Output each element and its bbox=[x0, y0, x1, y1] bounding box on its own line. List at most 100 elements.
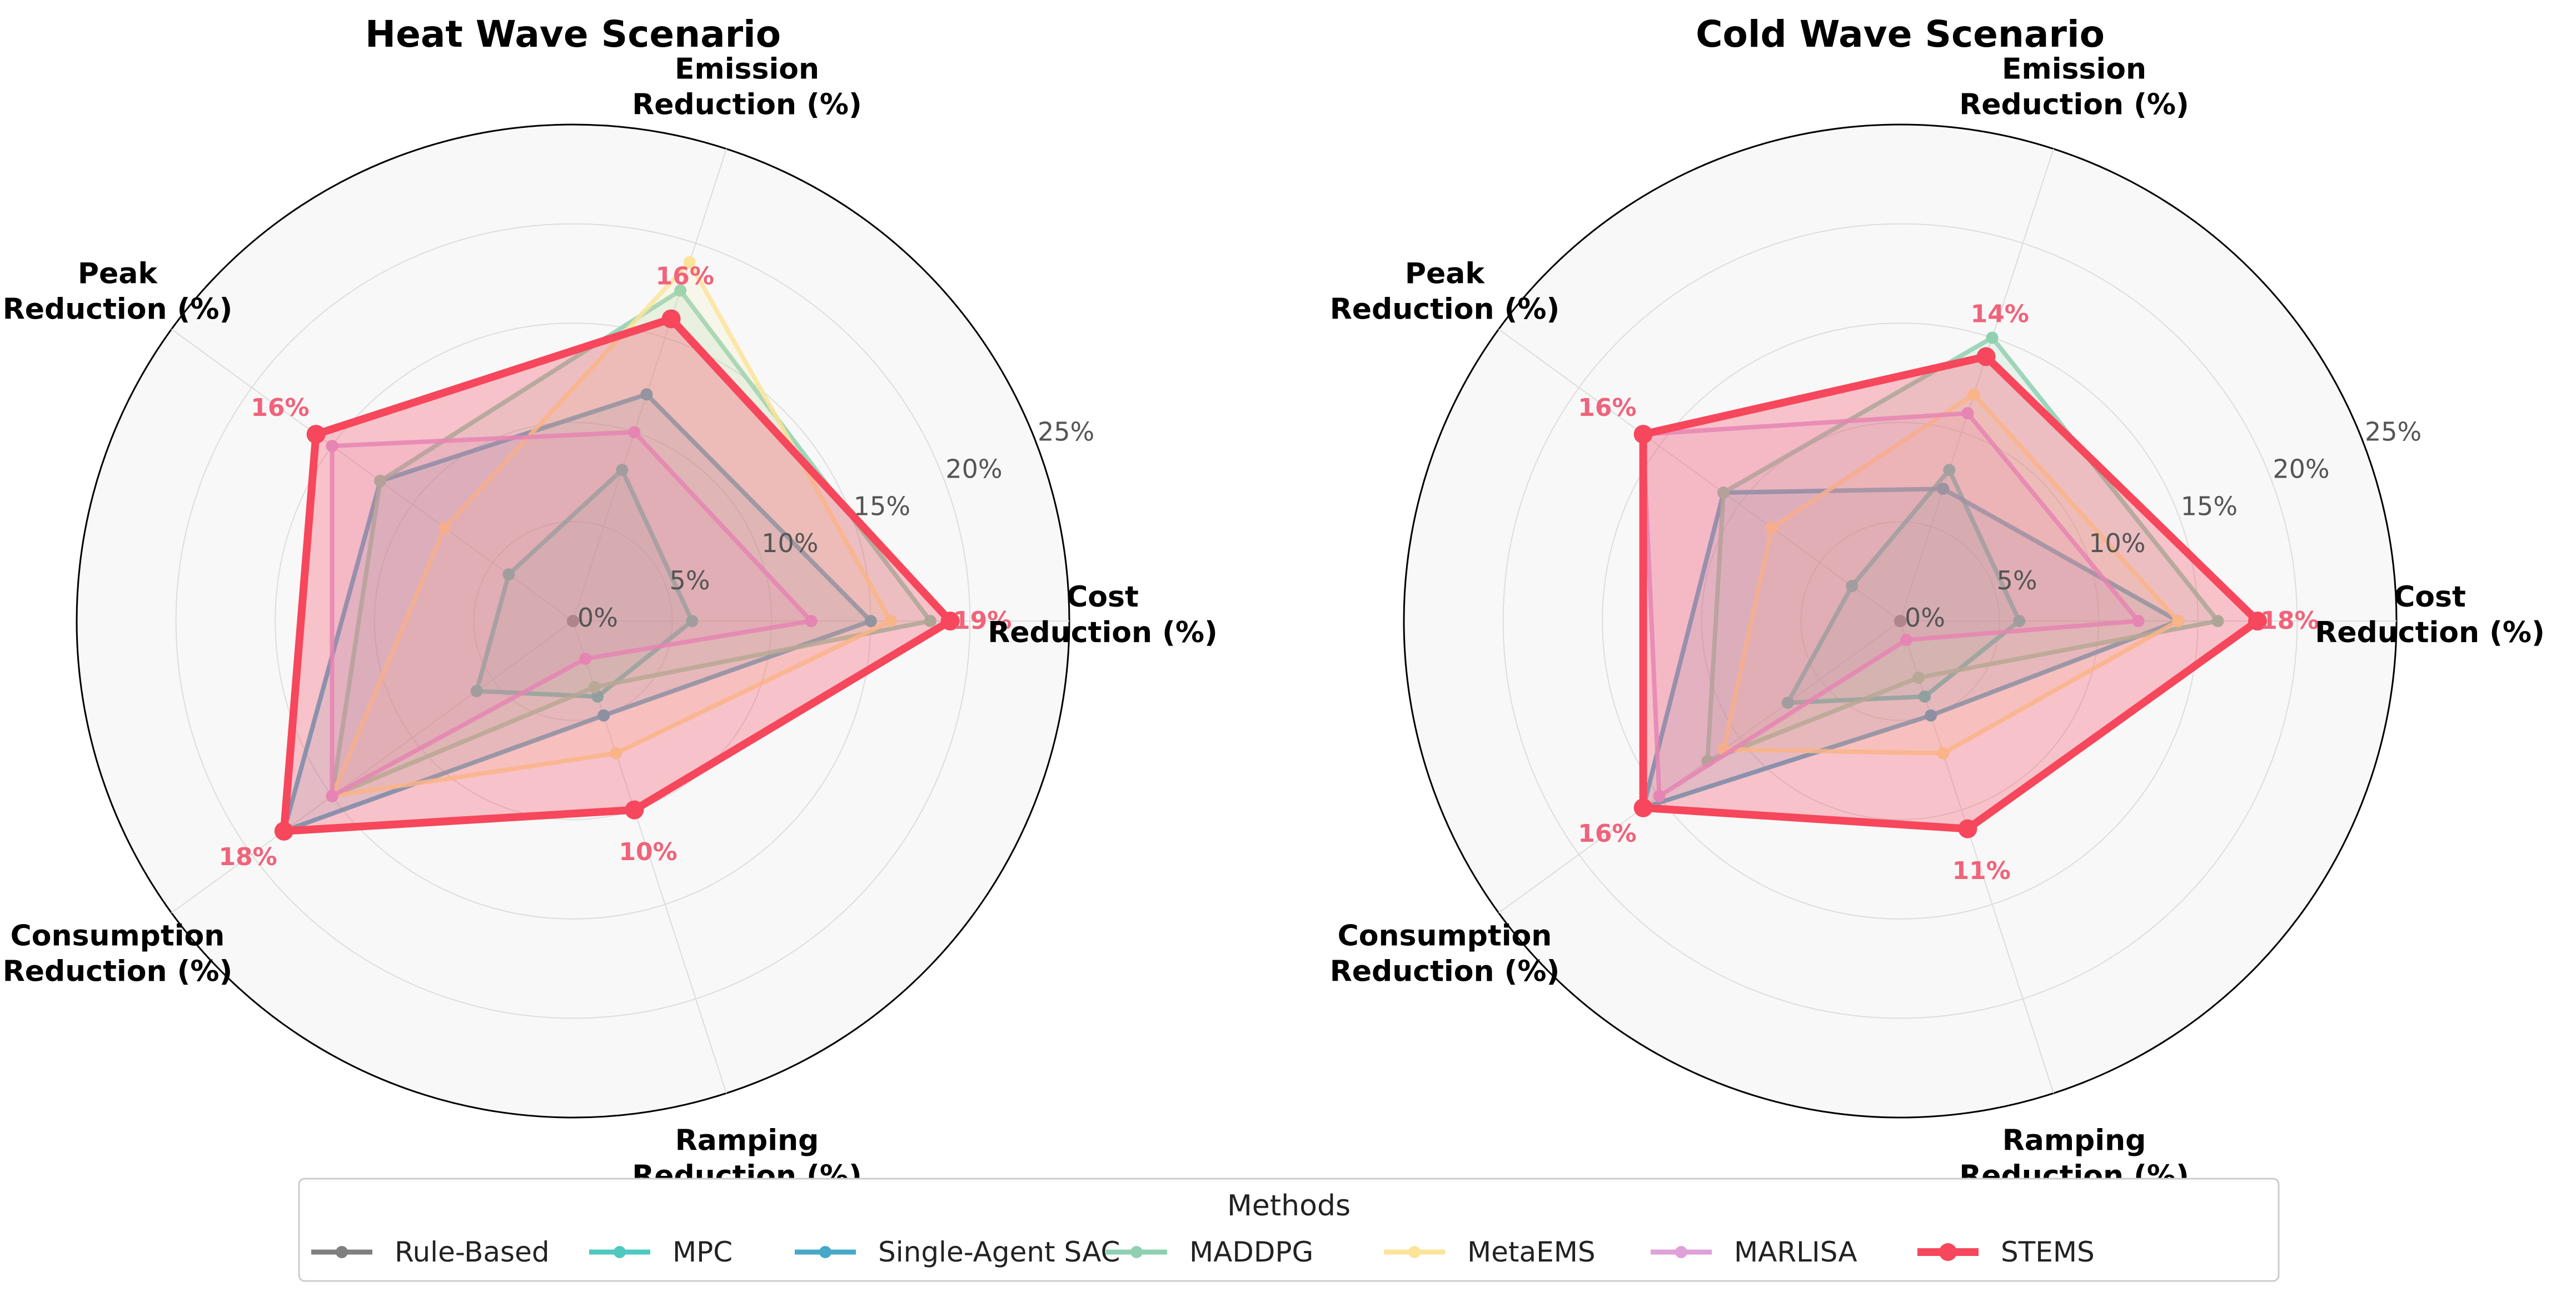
series-line bbox=[1785, 468, 2022, 705]
value-label: 18% bbox=[218, 843, 277, 871]
r-tick-label: 25% bbox=[2365, 416, 2421, 446]
series-line bbox=[330, 430, 814, 798]
series-rule-based bbox=[567, 615, 579, 627]
data-point bbox=[1633, 798, 1653, 817]
axis-label: Emission Reduction (%) bbox=[1959, 53, 2189, 122]
data-point bbox=[2172, 615, 2185, 627]
r-tick-label: 20% bbox=[2273, 454, 2329, 484]
series-mpc bbox=[1781, 464, 2026, 709]
data-point bbox=[1967, 388, 1980, 401]
data-point bbox=[1919, 690, 1931, 703]
cold-wave-panel: Cold Wave Scenario 0% 5% 10% 15% 20% 25% 18% 14… bbox=[1330, 13, 2545, 1193]
axis-spoke bbox=[1498, 620, 1901, 913]
axis-spoke bbox=[1498, 329, 1901, 622]
data-point bbox=[1986, 331, 1999, 344]
data-point bbox=[2211, 615, 2224, 627]
legend-item-maddpg: MADDPG bbox=[1106, 1236, 1313, 1268]
data-point bbox=[1633, 425, 1653, 444]
heat-wave-panel: Heat Wave Scenario 0% 5% 10% 15% 20% 25% 19% 16… bbox=[3, 13, 1218, 1193]
series-line bbox=[1639, 352, 2261, 833]
axis-label: Peak Reduction (%) bbox=[1330, 257, 1560, 326]
legend-item-marlisa: MARLISA bbox=[1651, 1236, 1857, 1268]
data-point bbox=[597, 709, 610, 722]
legend-label: MARLISA bbox=[1734, 1236, 1857, 1268]
axis-label: Peak Reduction (%) bbox=[3, 257, 233, 326]
axis-label: Consumption Reduction (%) bbox=[1330, 919, 1560, 988]
data-point bbox=[1937, 483, 1950, 495]
series-rule-based bbox=[1894, 615, 1906, 627]
data-point bbox=[326, 789, 338, 802]
series-fill bbox=[476, 470, 692, 697]
data-point bbox=[805, 615, 818, 627]
series-stems bbox=[274, 309, 960, 841]
data-point bbox=[1781, 696, 1794, 709]
legend-swatch-marker bbox=[1675, 1246, 1687, 1258]
data-point bbox=[1717, 486, 1730, 499]
legend-item-stems: STEMS bbox=[1917, 1236, 2095, 1268]
data-point bbox=[864, 615, 877, 627]
value-label: 16% bbox=[656, 262, 714, 290]
series-fill bbox=[283, 319, 950, 831]
series-maddpg bbox=[1701, 331, 2224, 767]
legend-swatch-marker bbox=[1130, 1246, 1143, 1258]
r-tick-label: 5% bbox=[670, 565, 710, 595]
data-point bbox=[306, 425, 326, 444]
data-point bbox=[924, 615, 936, 627]
data-point bbox=[1925, 709, 1937, 722]
data-point bbox=[2132, 615, 2145, 627]
r-tick-label: 0% bbox=[1905, 603, 1945, 633]
value-label: 16% bbox=[251, 394, 309, 422]
data-point bbox=[610, 747, 622, 759]
series-line bbox=[1721, 392, 2181, 756]
series-fill bbox=[332, 262, 891, 796]
data-point bbox=[1900, 633, 1913, 646]
data-point bbox=[1943, 464, 1956, 476]
data-point bbox=[1976, 347, 1996, 366]
heat-wave-title: Heat Wave Scenario bbox=[365, 13, 781, 56]
data-point bbox=[2013, 615, 2026, 627]
series-fill bbox=[1643, 413, 2139, 796]
r-tick-label: 15% bbox=[854, 491, 910, 521]
legend-label: MPC bbox=[672, 1236, 733, 1268]
series-stems bbox=[1633, 347, 2267, 838]
series-fill bbox=[332, 432, 811, 796]
data-point bbox=[1653, 789, 1666, 802]
legend-swatch-marker bbox=[1939, 1243, 1957, 1261]
value-label: 14% bbox=[1971, 300, 2029, 328]
series-fill bbox=[1787, 470, 2020, 703]
data-point bbox=[674, 284, 687, 297]
r-tick-label: 10% bbox=[761, 528, 818, 558]
series-line bbox=[330, 288, 933, 798]
series-fill bbox=[1643, 489, 2179, 808]
series-fill bbox=[1723, 394, 2179, 753]
series-marlisa bbox=[326, 426, 818, 802]
r-tick-label: 25% bbox=[1038, 416, 1094, 446]
legend-item-mpc: MPC bbox=[589, 1236, 733, 1268]
data-point bbox=[1961, 407, 1974, 420]
legend-swatch-marker bbox=[1408, 1246, 1421, 1258]
legend-label: Single-Agent SAC bbox=[878, 1236, 1120, 1268]
r-tick-label: 5% bbox=[1997, 565, 2037, 595]
value-label: 11% bbox=[1952, 857, 2010, 885]
legend-title: Methods bbox=[1227, 1189, 1351, 1223]
series-line bbox=[1641, 411, 2141, 798]
axis-label: Cost Reduction (%) bbox=[2315, 580, 2545, 649]
series-line bbox=[280, 315, 954, 835]
value-label: 16% bbox=[1578, 820, 1636, 848]
data-point bbox=[470, 684, 483, 697]
data-point bbox=[686, 615, 699, 627]
data-point bbox=[1937, 747, 1950, 759]
r-tick-label: 20% bbox=[945, 454, 1002, 484]
legend-label: MADDPG bbox=[1189, 1236, 1313, 1268]
data-point bbox=[567, 615, 579, 627]
data-point bbox=[591, 690, 604, 703]
legend-swatch-marker bbox=[819, 1246, 831, 1258]
legend-item-single-agent-sac: Single-Agent SAC bbox=[795, 1236, 1120, 1268]
series-fill bbox=[1707, 337, 2218, 761]
data-point bbox=[2248, 612, 2267, 630]
data-point bbox=[588, 681, 601, 693]
legend-label: MetaEMS bbox=[1467, 1236, 1596, 1268]
data-point bbox=[1765, 522, 1778, 534]
